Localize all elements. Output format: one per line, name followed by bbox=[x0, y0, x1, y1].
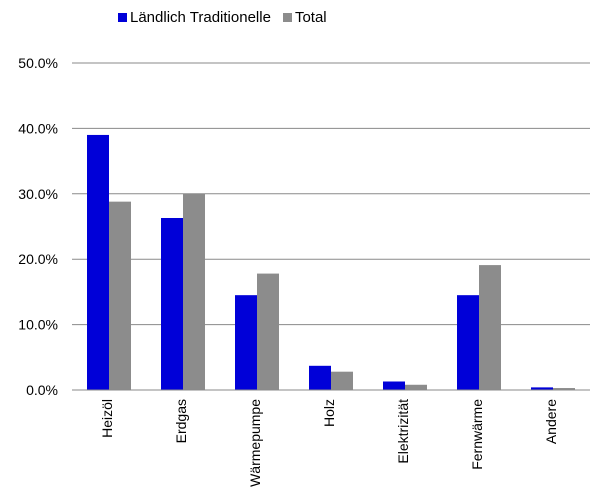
y-axis-ticks: 0.0% 10.0% 20.0% 30.0% 40.0% 50.0% bbox=[18, 55, 58, 398]
y-tick-label: 20.0% bbox=[18, 251, 58, 267]
bar-2-3 bbox=[331, 371, 353, 390]
bar-1-6 bbox=[531, 387, 553, 390]
legend-label-series-1: Ländlich Traditionelle bbox=[130, 9, 271, 26]
bar-2-6 bbox=[553, 388, 575, 390]
legend-label-series-2: Total bbox=[294, 9, 327, 26]
bar-1-4 bbox=[383, 381, 405, 390]
x-tick-label: Fernwärme bbox=[469, 399, 485, 470]
x-tick-label: Holz bbox=[321, 399, 337, 427]
x-tick-label: Elektrizität bbox=[395, 399, 411, 464]
bar-1-2 bbox=[235, 295, 257, 390]
gridlines bbox=[72, 62, 590, 326]
y-tick-label: 30.0% bbox=[18, 186, 58, 202]
bar-1-1 bbox=[161, 217, 183, 390]
bar-1-5 bbox=[457, 295, 479, 390]
legend: Ländlich Traditionelle Total bbox=[118, 9, 339, 26]
legend-item-series-2: Total bbox=[282, 9, 327, 26]
bar-1-0 bbox=[87, 134, 109, 390]
x-tick-label: Andere bbox=[543, 399, 559, 444]
y-tick-label: 10.0% bbox=[18, 317, 58, 333]
y-tick-label: 50.0% bbox=[18, 55, 58, 71]
legend-swatch-series-2 bbox=[282, 13, 292, 22]
bar-2-1 bbox=[183, 193, 205, 390]
legend-item-series-1: Ländlich Traditionelle bbox=[118, 9, 271, 26]
y-tick-label: 0.0% bbox=[26, 382, 58, 398]
bar-2-0 bbox=[109, 201, 131, 390]
bars bbox=[87, 134, 575, 390]
bar-2-5 bbox=[479, 265, 501, 390]
y-tick-label: 40.0% bbox=[18, 120, 58, 136]
bar-2-4 bbox=[405, 384, 427, 390]
bar-2-2 bbox=[257, 273, 279, 390]
legend-swatch-series-1 bbox=[118, 13, 127, 22]
bar-1-3 bbox=[309, 365, 331, 390]
x-tick-label: Wärmepumpe bbox=[247, 399, 263, 487]
x-axis-ticks: Heizöl Erdgas Wärmepumpe Holz Elektrizität Fe… bbox=[99, 399, 559, 487]
x-tick-label: Heizöl bbox=[99, 399, 115, 438]
x-tick-label: Erdgas bbox=[173, 399, 189, 443]
